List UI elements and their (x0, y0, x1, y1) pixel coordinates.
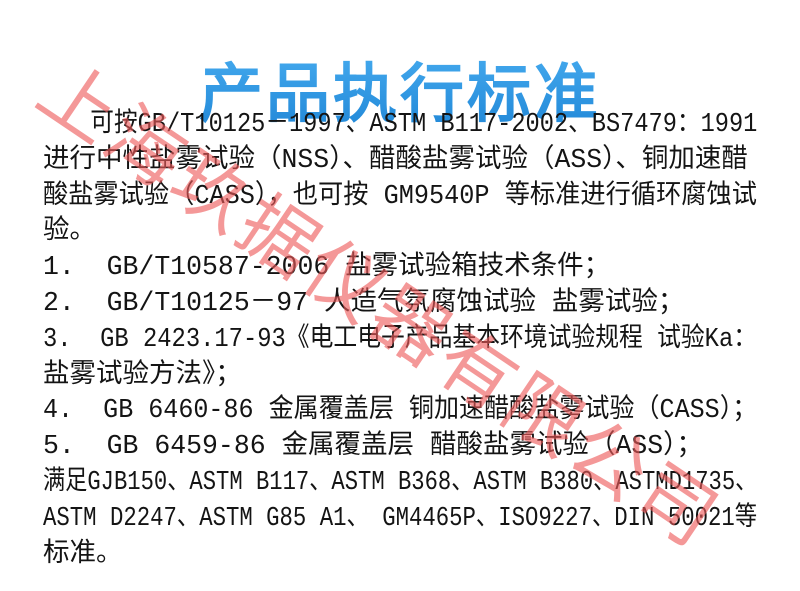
text-line: 3. GB 2423.17-93《电工电子产品基本环境试验规程 试验Ka： (43, 323, 758, 354)
body-text: 可按GB/T10125－1997、ASTM B117-2002、BS7479：1… (43, 107, 757, 572)
text-line: 盐雾试验方法》； (43, 359, 242, 390)
text-line: 4. GB 6460-86 金属覆盖层 铜加速醋酸盐雾试验（CASS）； (43, 395, 758, 426)
text-line: 标准。 (43, 538, 123, 569)
text-line: 可按GB/T10125－1997、ASTM B117-2002、BS7479：1… (90, 109, 758, 139)
text-line: 2. GB/T10125－97 人造气氛腐蚀试验 盐雾试验； (43, 287, 685, 318)
text-line: 验。 (43, 216, 96, 247)
text-line: 进行中性盐雾试验（NSS）、醋酸盐雾试验（ASS）、铜加速醋 (43, 144, 748, 175)
text-line: 酸盐雾试验（CASS），也可按 GM9540P 等标准进行循环腐蚀试 (43, 180, 757, 211)
text-line: 满足GJB150、ASTM B117、ASTM B368、ASTM B380、A… (43, 466, 758, 497)
text-line: 5. GB 6459-86 金属覆盖层 醋酸盐雾试验（ASS）； (43, 431, 703, 462)
page-title: 产品执行标准 (0, 51, 800, 137)
text-line: 1. GB/T10587-2006 盐雾试验箱技术条件； (43, 252, 611, 283)
text-line: ASTM D2247、ASTM G85 A1、 GM4465P、ISO9227、… (43, 502, 758, 533)
